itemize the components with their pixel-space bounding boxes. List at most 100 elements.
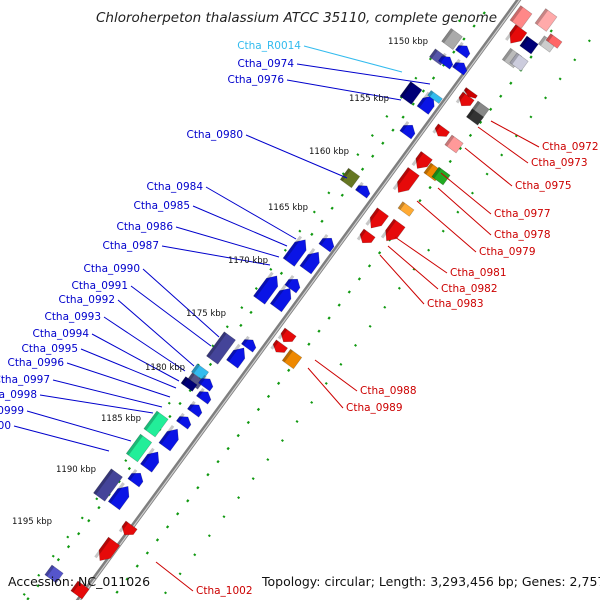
gene-shade (191, 363, 200, 374)
accession-text: Accession: NC_011026 (8, 574, 151, 589)
gene-shape (397, 201, 415, 217)
gene-shade (505, 24, 519, 41)
leader-line (117, 299, 195, 367)
leader-line (464, 147, 513, 187)
gene-label-left: Ctha_0984 (146, 181, 203, 193)
gene-shade (509, 53, 520, 65)
gene-shape (359, 228, 376, 244)
gene-label-left: Ctha_0997 (0, 374, 50, 386)
gene-label-left: Ctha_0992 (58, 294, 115, 306)
gene-feature (197, 374, 214, 392)
gene-shade (270, 339, 279, 350)
gene-shape (180, 376, 198, 392)
gene-shape (127, 472, 144, 488)
gene-shape (441, 27, 463, 51)
gene-shade (241, 335, 250, 346)
gene-feature (226, 343, 246, 369)
gene-label-right: Ctha_0979 (479, 246, 536, 258)
gene-shade (283, 235, 303, 260)
gene-labels: Ctha_R0014 Ctha_0974 Ctha_0976 Ctha_0980 Cth… (0, 40, 599, 597)
gene-shade (441, 28, 454, 44)
gene-feature (441, 27, 463, 51)
gene-label-right: Ctha_0973 (531, 157, 588, 169)
gene-label-right: Ctha_0978 (494, 229, 551, 241)
gene-shape (427, 90, 443, 104)
gene-shape (190, 363, 210, 381)
gene-shade (253, 271, 274, 298)
tick-track (26, 11, 486, 600)
leader-line (155, 561, 194, 592)
gene-shade (176, 412, 185, 423)
gene-feature (253, 271, 279, 305)
gene-feature (545, 33, 563, 49)
gene-feature (190, 363, 210, 381)
gene-feature (356, 228, 376, 244)
gene-label-left: Ctha_0995 (21, 343, 78, 355)
gene-feature (93, 468, 123, 502)
gene-label-left: Ctha_0991 (71, 280, 128, 292)
gene-shade (519, 36, 530, 48)
gene-shape (206, 331, 236, 365)
gene-feature (44, 564, 64, 584)
leader-line (286, 79, 402, 101)
gene-shape (509, 52, 529, 72)
leader-line (130, 285, 212, 347)
gene-shape (280, 327, 297, 343)
gene-shade (356, 229, 367, 241)
gene-shape (226, 347, 246, 369)
gene-shade (140, 447, 155, 466)
gene-feature (380, 218, 406, 242)
gene-shade (277, 328, 288, 340)
gene-shape (197, 378, 214, 392)
gene-feature (281, 348, 303, 370)
leader-line (39, 394, 154, 414)
gene-shade (444, 135, 455, 147)
gene-shape (454, 45, 471, 59)
scale-label: 1170 kbp (228, 256, 268, 266)
leader-line (91, 333, 180, 382)
gene-shade (423, 163, 434, 175)
gene-label-left: Ctha_0974 (237, 58, 294, 70)
leader-line (314, 359, 358, 392)
gene-shape (458, 91, 475, 107)
gene-feature (94, 536, 121, 562)
gene-shade (270, 284, 287, 306)
gene-shape (509, 24, 528, 44)
gene-shade (118, 521, 129, 533)
leader-line (205, 186, 297, 240)
scale-label: 1195 kbp (12, 517, 52, 527)
gene-label-right: Ctha_0977 (494, 208, 551, 220)
gene-shape (354, 185, 371, 199)
tick-track (19, 19, 461, 600)
gene-shape (299, 251, 320, 275)
gene-shape (269, 287, 292, 313)
leader-line (394, 236, 448, 274)
gene-feature (339, 167, 361, 189)
gene-feature (107, 482, 130, 511)
gene-shape (416, 95, 435, 115)
gene-label-right: Ctha_0975 (515, 180, 572, 192)
gene-shape (140, 451, 160, 473)
gene-shape (318, 237, 335, 253)
gene-feature (534, 8, 558, 32)
leader-line (103, 316, 186, 372)
gene-shape (509, 5, 533, 29)
gene-shape (282, 239, 307, 267)
gene-shape (121, 520, 138, 536)
gene-shade (466, 108, 475, 119)
gene-label-left: Ctha_0996 (7, 357, 64, 369)
gene-feature (437, 52, 454, 70)
gene-shade (455, 92, 466, 104)
scale-labels: 1150 kbp 1155 kbp 1160 kbp 1165 kbp 1170 kbp… (12, 37, 428, 527)
gene-feature (365, 207, 389, 229)
gene-label-right: Ctha_0988 (360, 385, 417, 397)
leader-line (296, 63, 431, 85)
gene-feature (125, 433, 153, 463)
leader-line (303, 45, 403, 73)
gene-shade (438, 52, 447, 63)
gene-feature (397, 201, 415, 217)
gene-label-right: Ctha_0972 (542, 141, 599, 153)
scale-label: 1160 kbp (309, 147, 349, 157)
gene-feature (299, 247, 320, 275)
scale-label: 1150 kbp (388, 37, 428, 47)
